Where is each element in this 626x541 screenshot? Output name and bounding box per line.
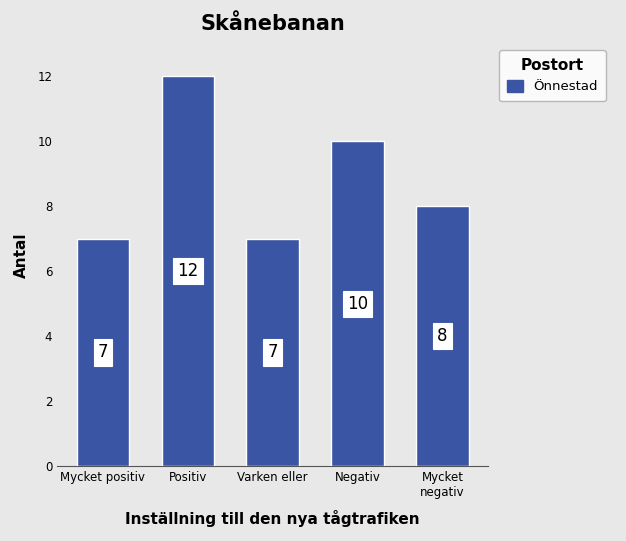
Text: 10: 10 [347, 295, 368, 313]
Y-axis label: Antal: Antal [14, 232, 29, 278]
Legend: Önnestad: Önnestad [499, 50, 606, 101]
Text: 7: 7 [267, 344, 278, 361]
Text: 12: 12 [177, 262, 198, 280]
Bar [76, 239, 130, 466]
Bar [416, 206, 469, 466]
Text: 7: 7 [98, 344, 108, 361]
Bar [247, 239, 299, 466]
Bar [162, 76, 214, 466]
Bar [331, 141, 384, 466]
Title: Skånebanan: Skånebanan [200, 14, 345, 34]
X-axis label: Inställning till den nya tågtrafiken: Inställning till den nya tågtrafiken [125, 510, 420, 527]
Text: 8: 8 [437, 327, 448, 345]
